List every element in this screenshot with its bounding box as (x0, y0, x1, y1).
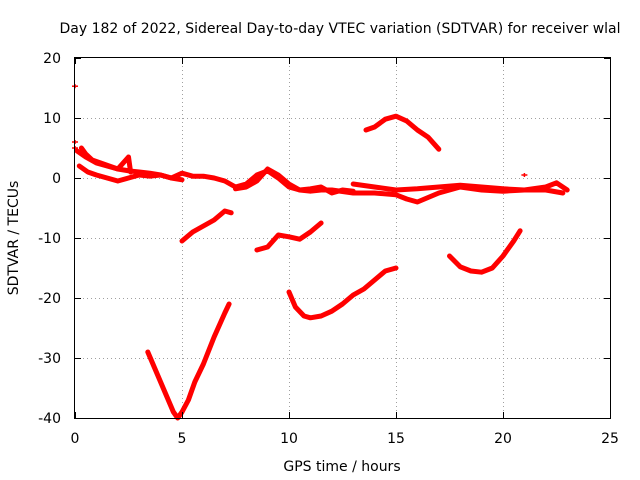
series-spikes-early (78, 145, 134, 175)
y-tick-label: 0 (52, 171, 61, 187)
x-tick-label: 10 (280, 431, 298, 447)
series-arc-c (254, 220, 324, 253)
x-tick-label: 20 (494, 431, 512, 447)
plot-frame (74, 57, 611, 419)
axis-ticks (75, 58, 611, 419)
series-arc-a (179, 208, 234, 244)
series-arc-e (363, 113, 442, 152)
series-arc-f (447, 228, 523, 275)
y-tick-label: 20 (43, 51, 61, 67)
series-arc-near-zero-3 (233, 166, 566, 205)
x-tick-label: 5 (178, 431, 187, 447)
y-tick-label: -20 (38, 291, 61, 307)
x-axis-label: GPS time / hours (283, 459, 400, 475)
x-tick-label: 25 (601, 431, 619, 447)
chart-title: Day 182 of 2022, Sidereal Day-to-day VTE… (59, 21, 620, 37)
y-tick-label: -40 (38, 411, 61, 427)
isolated-point (521, 173, 528, 177)
x-tick-label: 0 (71, 431, 80, 447)
y-tick-label: -30 (38, 351, 61, 367)
data-series-group (74, 113, 570, 421)
y-axis-label: SDTVAR / TECUs (6, 181, 22, 296)
y-tick-label: 10 (43, 111, 61, 127)
x-tick-labels: 0 5 10 15 20 25 (71, 431, 619, 447)
series-arc-d (286, 265, 399, 321)
y-tick-label: -10 (38, 231, 61, 247)
y-tick-labels: -40 -30 -20 -10 0 10 20 (38, 51, 61, 427)
isolated-points-group (72, 84, 528, 177)
series-arc-b (145, 301, 232, 421)
x-tick-label: 15 (387, 431, 405, 447)
series-arc-near-zero-4 (350, 180, 570, 193)
